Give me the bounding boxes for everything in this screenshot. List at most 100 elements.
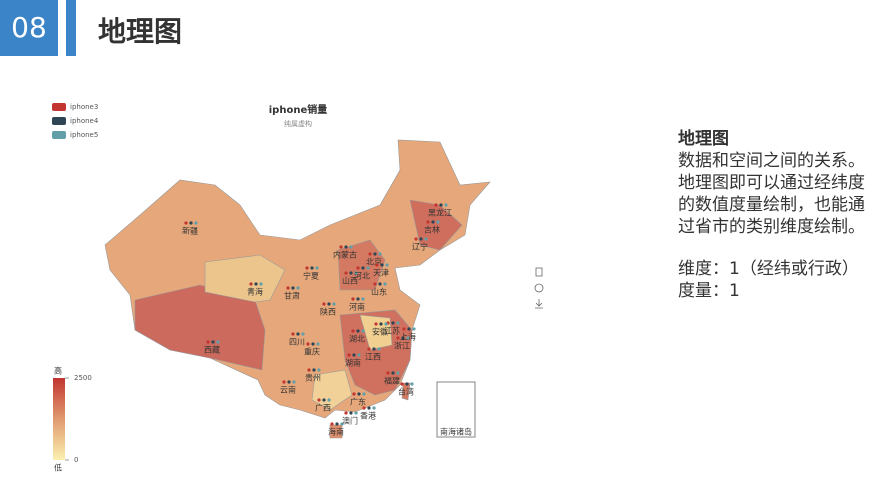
region-dot xyxy=(374,322,378,326)
region-dot xyxy=(259,282,263,286)
region-dot xyxy=(372,347,376,351)
region-dot xyxy=(291,286,295,290)
inset-frame xyxy=(436,381,476,438)
region-dot xyxy=(396,371,400,375)
slide-number: 08 xyxy=(0,0,58,56)
region-dot xyxy=(352,353,356,357)
region-dot xyxy=(194,221,198,225)
region-dot xyxy=(419,237,423,241)
region-label: 黑龙江 xyxy=(428,208,452,218)
region-label: 广西 xyxy=(315,403,331,413)
region-dot xyxy=(286,286,290,290)
region-dot xyxy=(377,347,381,351)
region-dot xyxy=(396,321,400,325)
region-label: 内蒙古 xyxy=(333,250,357,260)
region-dot xyxy=(311,342,315,346)
region-label: 山西 xyxy=(342,276,358,286)
region-dot xyxy=(305,266,309,270)
region-label: 湖南 xyxy=(345,358,361,368)
region-dot xyxy=(375,263,379,267)
sidebar: 地理图 数据和空间之间的关系。地理图即可以通过经纬度的数值度量绘制，也能通过省市… xyxy=(678,128,868,302)
region-dot xyxy=(347,353,351,357)
region-dot xyxy=(406,336,410,340)
region-dot xyxy=(366,266,370,270)
region-dot xyxy=(410,382,414,386)
region-dot xyxy=(367,406,371,410)
region-label: 河北 xyxy=(354,271,370,281)
region-dot xyxy=(349,271,353,275)
sidebar-text: 度量：1 xyxy=(678,281,740,301)
visual-map-label: 低 xyxy=(54,463,62,473)
region-dot xyxy=(216,340,220,344)
region-dot xyxy=(361,297,365,301)
slide-title: 地理图 xyxy=(98,15,183,48)
region-dot xyxy=(344,411,348,415)
region-dot xyxy=(391,321,395,325)
region-label: 江苏 xyxy=(384,326,400,336)
region-dot xyxy=(356,297,360,301)
region-dot xyxy=(349,411,353,415)
region-dot xyxy=(254,282,258,286)
region-label: 天津 xyxy=(373,268,389,278)
region-label: 香港 xyxy=(360,411,376,421)
region-label: 新疆 xyxy=(182,226,198,236)
visual-map-bar[interactable] xyxy=(53,378,65,460)
legend-label: iphone5 xyxy=(70,131,98,139)
region-dot xyxy=(327,302,331,306)
region-dot xyxy=(322,302,326,306)
region-label: 四川 xyxy=(289,338,305,347)
legend-swatch xyxy=(52,117,66,125)
region-dot xyxy=(211,340,215,344)
sidebar-heading: 地理图 xyxy=(678,129,729,149)
map-region xyxy=(311,369,353,411)
region-label: 广东 xyxy=(350,397,366,407)
region-dot xyxy=(434,203,438,207)
legend-swatch xyxy=(52,131,66,139)
region-dot xyxy=(384,322,388,326)
region-dot xyxy=(414,237,418,241)
sidebar-text: 维度：1（经纬或行政） xyxy=(678,259,859,279)
region-label: 北京 xyxy=(366,257,382,267)
region-dot xyxy=(372,406,376,410)
region-dot xyxy=(184,221,188,225)
region-dot xyxy=(385,263,389,267)
region-dot xyxy=(401,336,405,340)
stripe xyxy=(66,0,76,56)
region-label: 浙江 xyxy=(394,341,410,351)
region-label: 贵州 xyxy=(305,373,321,383)
chart: iphone销量 纯属虚构 高 低 iphone3 iphone4 iphone5 2… xyxy=(52,103,544,473)
region-dot xyxy=(380,263,384,267)
region-label: 安徽 xyxy=(372,327,388,337)
region-dot xyxy=(335,422,339,426)
region-label: 江西 xyxy=(365,353,381,362)
region-dot xyxy=(206,340,210,344)
region-dot xyxy=(373,282,377,286)
sidebar-text: 数据和空间之间的关系。地理图即可以通过经纬度的数值度量绘制，也能通过省市的类别维… xyxy=(678,151,865,237)
region-label: 海南 xyxy=(328,427,344,437)
map-shapes xyxy=(104,139,491,439)
region-label: 青海 xyxy=(247,287,263,297)
region-label: 陕西 xyxy=(320,307,336,317)
toolbox[interactable] xyxy=(534,267,544,309)
region-dot xyxy=(424,237,428,241)
region-dot xyxy=(361,329,365,333)
region-dot xyxy=(351,329,355,333)
region-label: 台湾 xyxy=(398,387,414,397)
region-dot xyxy=(400,382,404,386)
region-dot xyxy=(356,266,360,270)
region-dot xyxy=(322,398,326,402)
region-dot xyxy=(444,203,448,207)
legend-swatch xyxy=(52,103,66,111)
region-dot xyxy=(379,322,383,326)
region-dot xyxy=(378,282,382,286)
region-dot xyxy=(292,380,296,384)
region-dot xyxy=(436,220,440,224)
region-label: 重庆 xyxy=(304,347,320,357)
region-dot xyxy=(312,368,316,372)
region-label: 山东 xyxy=(371,287,387,297)
chart-subtitle: 纯属虚构 xyxy=(284,119,312,128)
region-label: 辽宁 xyxy=(412,242,428,252)
map-base xyxy=(104,139,491,419)
region-label: 西藏 xyxy=(204,345,220,355)
